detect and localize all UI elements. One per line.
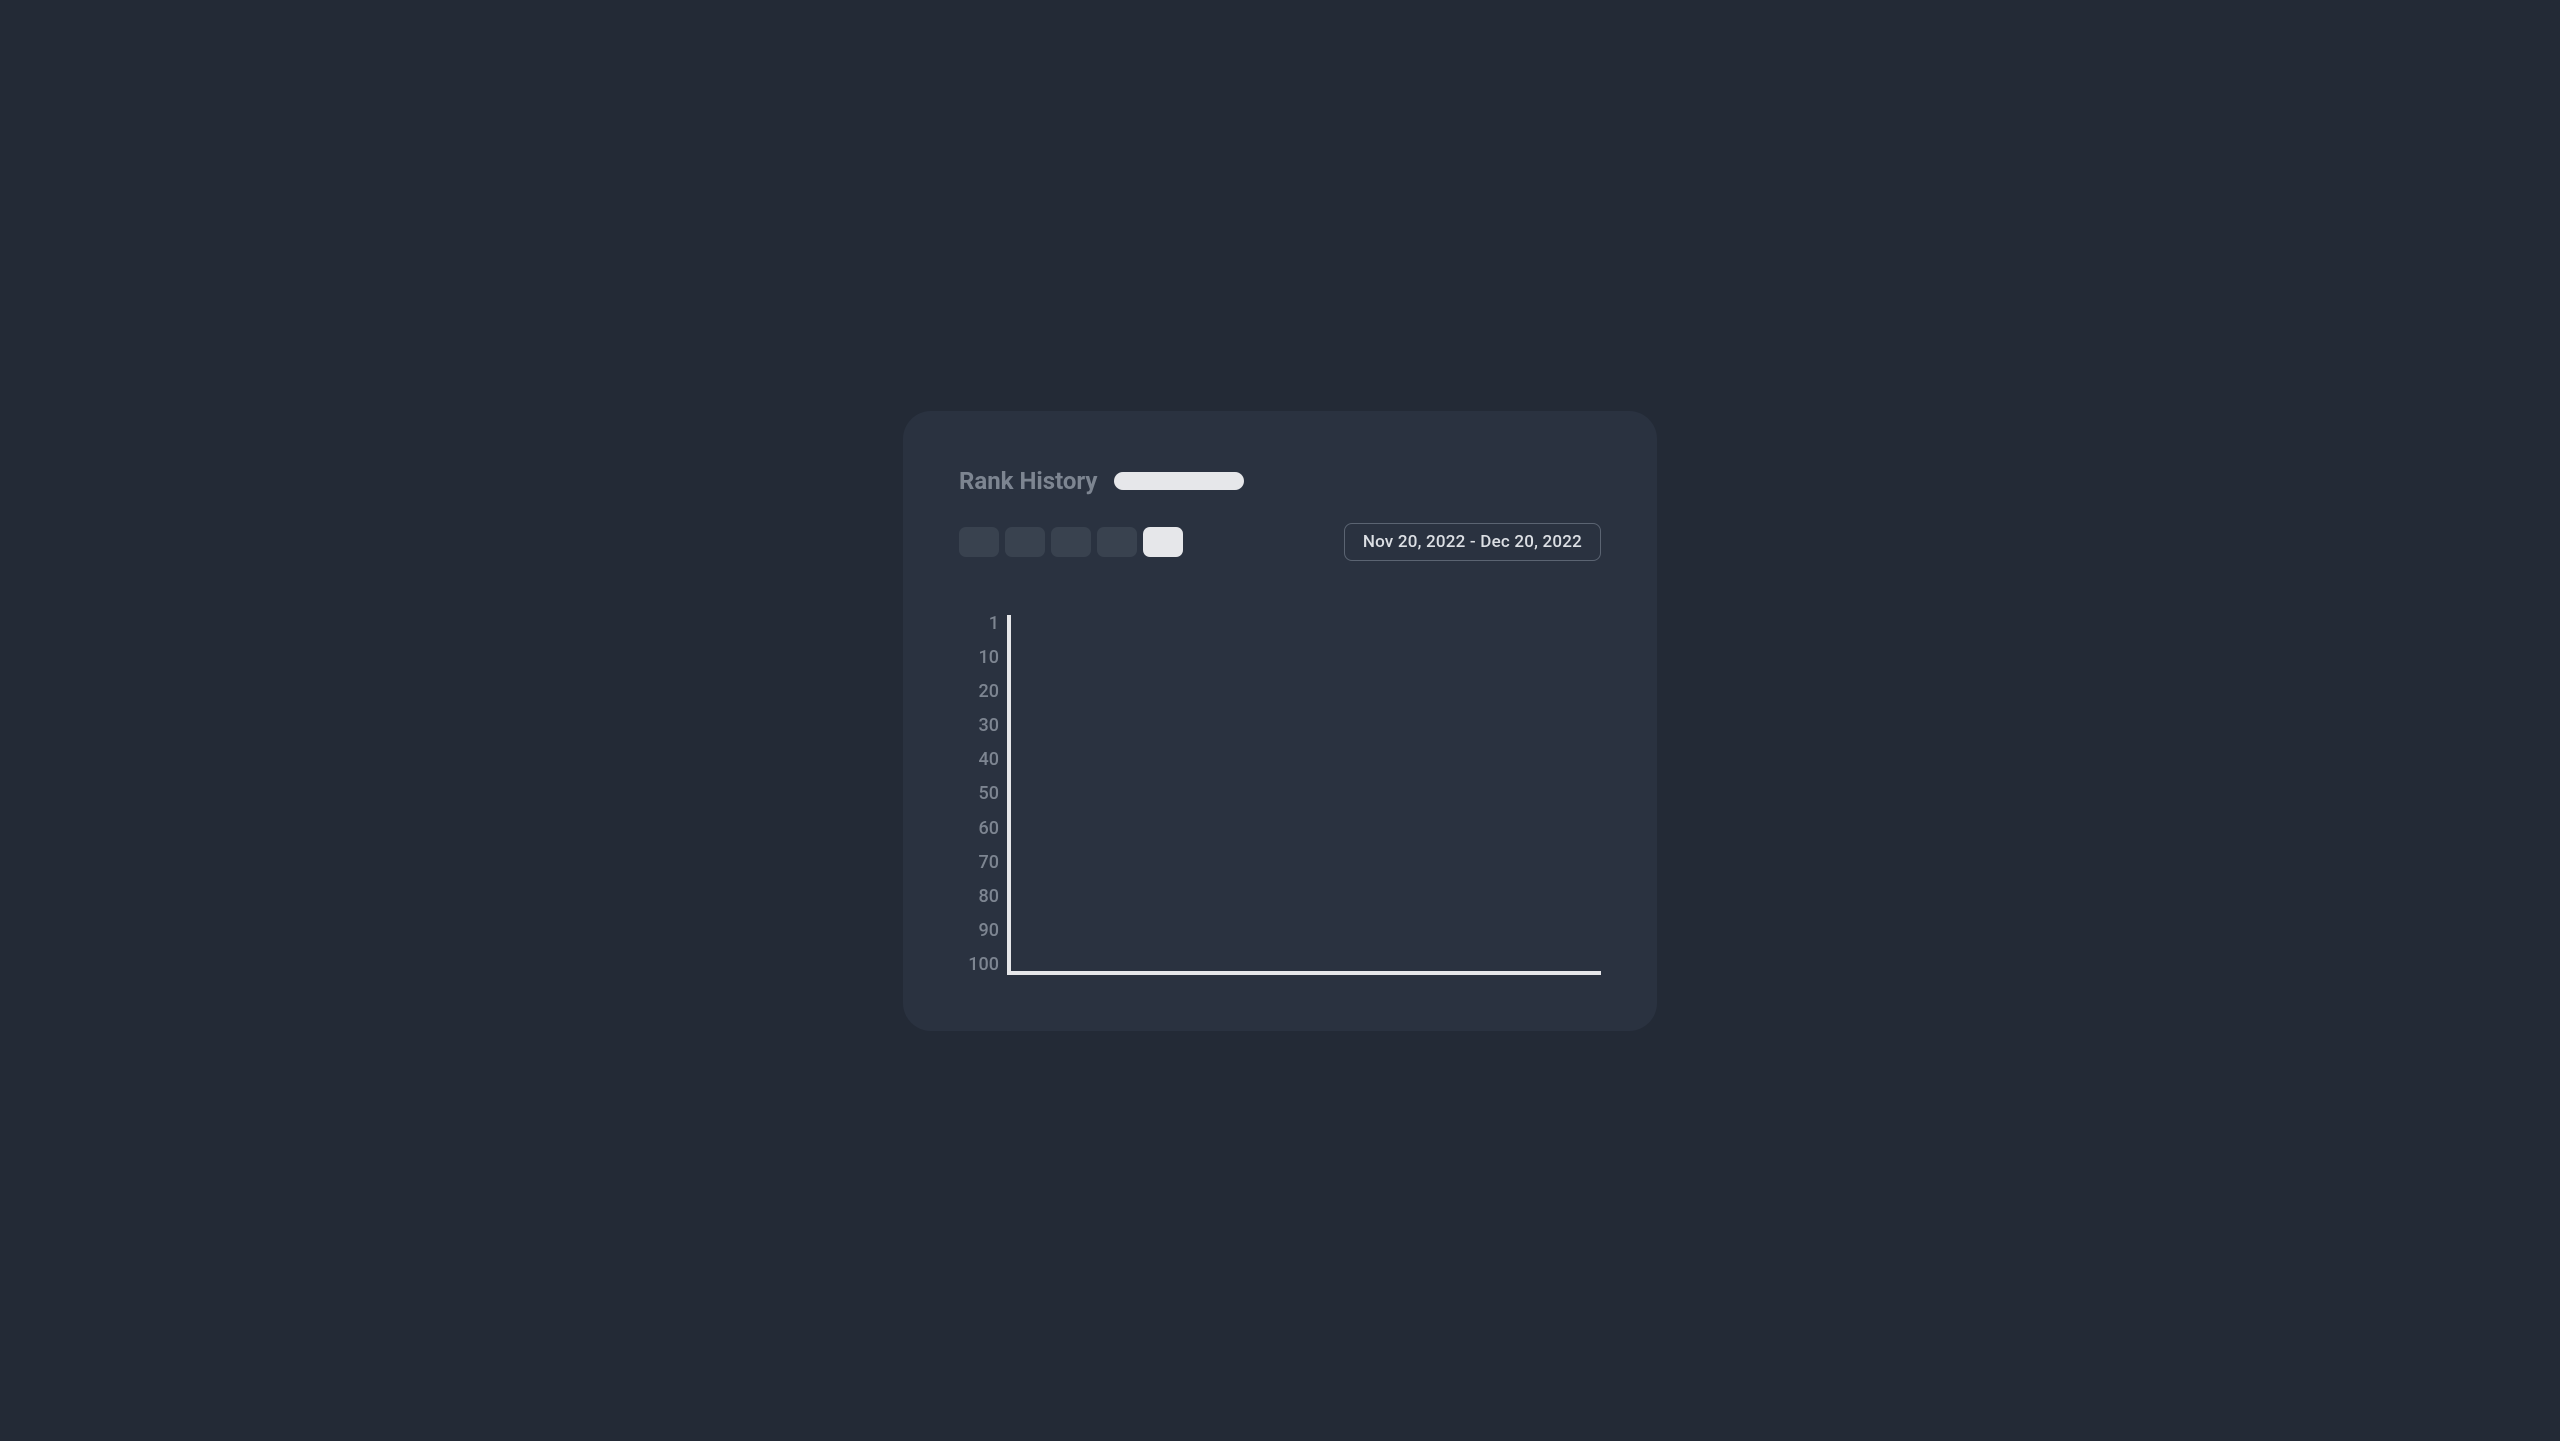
card-title: Rank History bbox=[959, 467, 1098, 495]
y-tick-label: 100 bbox=[959, 956, 999, 974]
y-tick-label: 30 bbox=[959, 717, 999, 735]
y-axis-ticks: 1 10 20 30 40 50 60 70 80 90 100 bbox=[959, 615, 999, 975]
y-tick-label: 10 bbox=[959, 649, 999, 667]
date-range-button[interactable]: Nov 20, 2022 - Dec 20, 2022 bbox=[1344, 523, 1601, 561]
range-4[interactable] bbox=[1097, 527, 1137, 557]
plot-area bbox=[1007, 615, 1601, 975]
range-5[interactable] bbox=[1143, 527, 1183, 557]
range-3[interactable] bbox=[1051, 527, 1091, 557]
range-1[interactable] bbox=[959, 527, 999, 557]
y-tick-label: 80 bbox=[959, 888, 999, 906]
y-tick-label: 60 bbox=[959, 820, 999, 838]
y-tick-label: 50 bbox=[959, 785, 999, 803]
subtitle-placeholder bbox=[1114, 472, 1244, 490]
y-tick-label: 20 bbox=[959, 683, 999, 701]
rank-chart: 1 10 20 30 40 50 60 70 80 90 100 bbox=[959, 615, 1601, 975]
y-tick-label: 40 bbox=[959, 751, 999, 769]
bars-container bbox=[1011, 615, 1601, 967]
range-2[interactable] bbox=[1005, 527, 1045, 557]
y-tick-label: 1 bbox=[959, 615, 999, 633]
header-row: Rank History bbox=[959, 467, 1601, 495]
y-tick-label: 90 bbox=[959, 922, 999, 940]
rank-history-card: Rank History Nov 20, 2022 - Dec 20, 2022 1… bbox=[903, 411, 1657, 1031]
controls-row: Nov 20, 2022 - Dec 20, 2022 bbox=[959, 523, 1601, 561]
y-tick-label: 70 bbox=[959, 854, 999, 872]
range-segmented-control bbox=[959, 527, 1183, 557]
